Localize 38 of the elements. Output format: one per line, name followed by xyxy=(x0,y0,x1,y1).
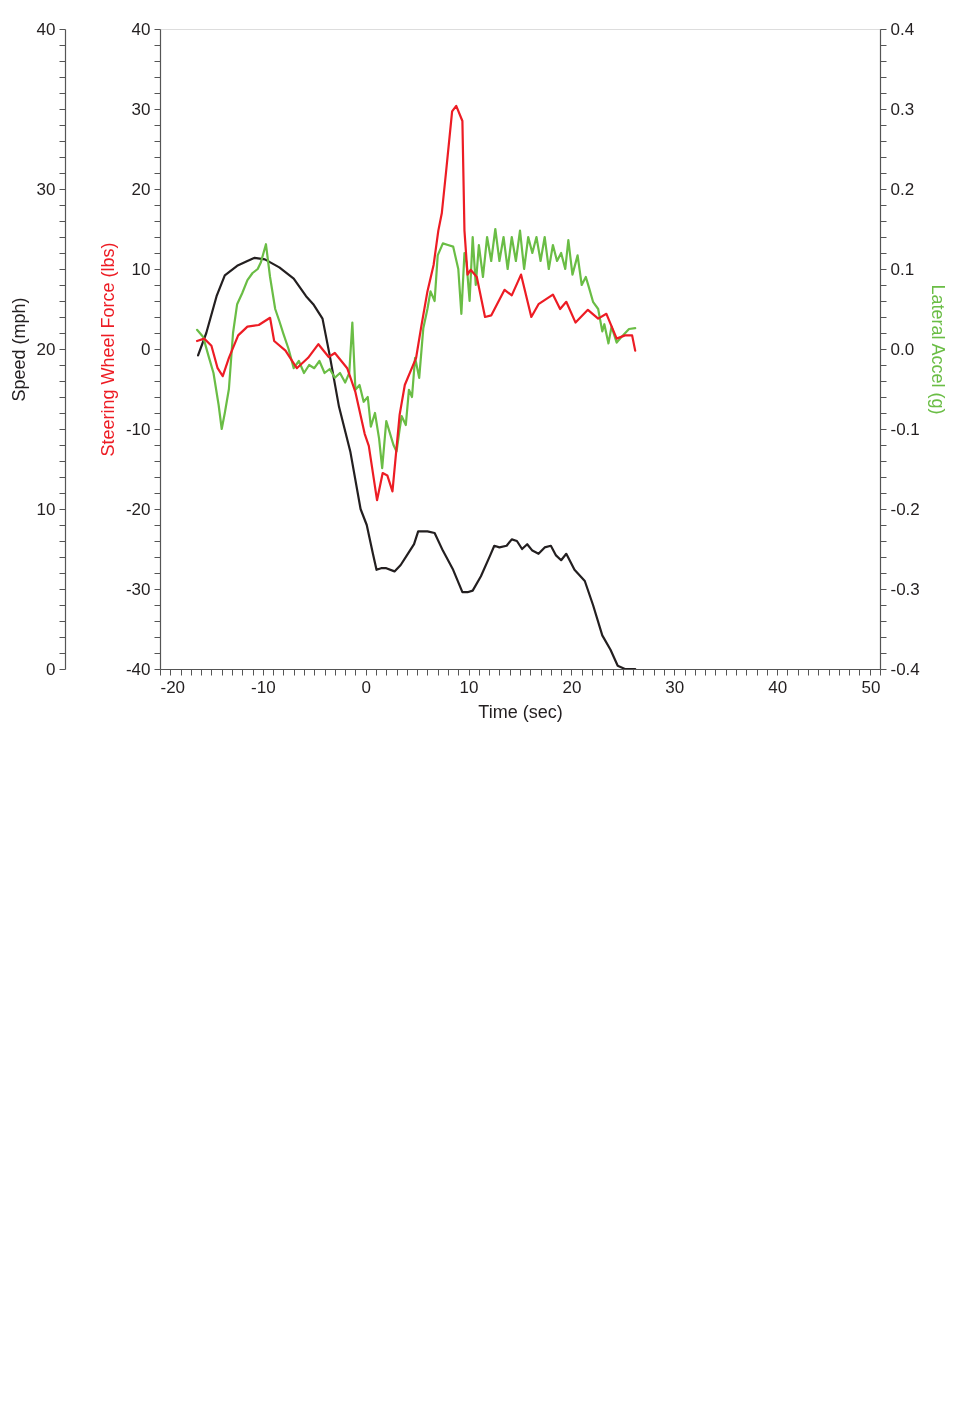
y-axis-title: Speed (mph) xyxy=(8,297,29,402)
x-tick-label: -20 xyxy=(160,677,186,697)
y2-tick-label: 0 xyxy=(141,339,151,359)
y3-tick-label: -0.4 xyxy=(890,659,920,679)
y-tick-label: 30 xyxy=(36,179,56,199)
y2-tick-label: 20 xyxy=(131,179,151,199)
y2-tick-label: -10 xyxy=(125,419,151,439)
line-series xyxy=(195,227,637,470)
x-axis-title: Time (sec) xyxy=(478,701,563,722)
y2-tick-label: 30 xyxy=(131,99,151,119)
y3-tick-label: 0.2 xyxy=(890,179,915,199)
x-tick-label: 30 xyxy=(665,677,685,697)
y3-tick-label: 0.3 xyxy=(890,99,915,119)
y3-tick-label: -0.2 xyxy=(890,499,920,519)
y2-tick-label: -30 xyxy=(125,579,151,599)
y3-tick-label: -0.1 xyxy=(890,419,920,439)
y2-tick-label: -40 xyxy=(125,659,151,679)
x-tick-label: 10 xyxy=(459,677,479,697)
y-tick-label: 0 xyxy=(46,659,56,679)
x-tick-label: 20 xyxy=(562,677,582,697)
y3-tick-label: 0.0 xyxy=(890,339,915,359)
x-tick-label: 50 xyxy=(861,677,881,697)
y3-tick-label: -0.3 xyxy=(890,579,920,599)
line-series xyxy=(196,256,637,669)
y-tick-label: 10 xyxy=(36,499,56,519)
y3-tick-label: 0.4 xyxy=(890,19,915,39)
y2-tick-label: -20 xyxy=(125,499,151,519)
y-tick-label: 40 xyxy=(36,19,56,39)
y2-tick-label: 10 xyxy=(131,259,151,279)
y2-axis-title: Steering Wheel Force (lbs) xyxy=(97,242,118,457)
x-tick-label: 0 xyxy=(361,677,371,697)
y3-tick-label: 0.1 xyxy=(890,259,915,279)
y-tick-label: 20 xyxy=(36,339,56,359)
x-tick-label: -10 xyxy=(251,677,276,697)
x-tick-label: 40 xyxy=(768,677,788,697)
y3-axis-title: Lateral Accel (g) xyxy=(927,284,948,415)
line-series xyxy=(195,104,637,502)
y2-tick-label: 40 xyxy=(131,19,151,39)
